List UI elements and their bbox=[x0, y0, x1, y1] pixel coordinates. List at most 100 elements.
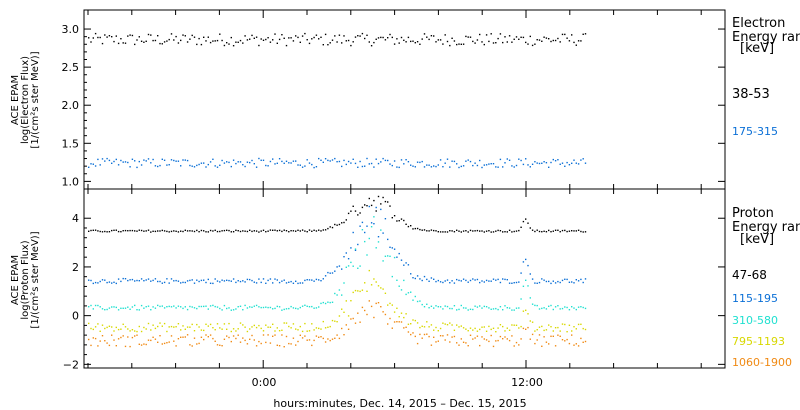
proton-point-1060-1900 bbox=[571, 334, 573, 336]
proton-point-47-68 bbox=[136, 230, 138, 232]
proton-point-795-1193 bbox=[368, 269, 370, 272]
proton-point-115-195 bbox=[147, 278, 150, 280]
proton-point-795-1193 bbox=[186, 326, 189, 328]
proton-point-115-195 bbox=[200, 279, 203, 282]
electron-point-175-315 bbox=[384, 159, 387, 162]
proton-point-115-195 bbox=[568, 281, 571, 283]
proton-point-47-68 bbox=[341, 222, 343, 224]
electron-point-38-53 bbox=[290, 37, 292, 39]
proton-point-795-1193 bbox=[120, 328, 122, 330]
proton-point-47-68 bbox=[414, 227, 416, 230]
electron-point-38-53 bbox=[207, 36, 209, 38]
proton-point-115-195 bbox=[384, 218, 387, 220]
proton-point-47-68 bbox=[499, 230, 502, 232]
proton-ylabel-line3: [1/(cm²s ster MeV)] bbox=[30, 231, 41, 328]
proton-point-795-1193 bbox=[479, 328, 481, 331]
electron-point-38-53 bbox=[414, 42, 416, 44]
electron-point-175-315 bbox=[134, 160, 136, 162]
electron-point-175-315 bbox=[347, 160, 350, 163]
proton-point-1060-1900 bbox=[127, 336, 129, 338]
proton-point-115-195 bbox=[416, 275, 419, 277]
proton-point-795-1193 bbox=[122, 323, 124, 325]
proton-point-1060-1900 bbox=[297, 340, 299, 343]
proton-point-1060-1900 bbox=[166, 342, 168, 344]
proton-point-795-1193 bbox=[435, 326, 437, 329]
proton-point-1060-1900 bbox=[488, 340, 490, 343]
proton-point-115-195 bbox=[313, 280, 315, 282]
proton-point-47-68 bbox=[145, 230, 147, 232]
legend-proton-795-1193: 795-1193 bbox=[732, 335, 785, 348]
proton-point-115-195 bbox=[111, 282, 113, 284]
proton-point-795-1193 bbox=[242, 324, 244, 326]
proton-point-47-68 bbox=[131, 229, 134, 232]
proton-point-310-580 bbox=[428, 307, 430, 309]
electron-point-175-315 bbox=[92, 163, 94, 165]
proton-point-115-195 bbox=[223, 280, 226, 282]
proton-point-310-580 bbox=[306, 305, 308, 307]
proton-point-115-195 bbox=[315, 278, 318, 281]
electron-point-175-315 bbox=[508, 159, 511, 161]
proton-point-310-580 bbox=[308, 306, 311, 308]
proton-point-310-580 bbox=[504, 305, 506, 307]
proton-point-795-1193 bbox=[518, 327, 520, 329]
proton-point-115-195 bbox=[407, 264, 410, 266]
proton-point-1060-1900 bbox=[564, 340, 566, 342]
legend-proton-310-580: 310-580 bbox=[732, 314, 778, 327]
electron-point-175-315 bbox=[154, 165, 157, 167]
proton-point-47-68 bbox=[180, 230, 182, 232]
electron-point-175-315 bbox=[568, 164, 571, 166]
electron-point-38-53 bbox=[529, 35, 531, 38]
electron-point-175-315 bbox=[209, 161, 212, 163]
proton-point-795-1193 bbox=[354, 289, 357, 292]
proton-point-310-580 bbox=[561, 307, 564, 310]
electron-point-175-315 bbox=[462, 165, 465, 167]
proton-point-47-68 bbox=[143, 230, 145, 232]
proton-point-795-1193 bbox=[548, 324, 550, 326]
proton-point-1060-1900 bbox=[306, 339, 308, 341]
proton-point-115-195 bbox=[357, 243, 359, 246]
electron-point-175-315 bbox=[370, 162, 373, 165]
electron-point-175-315 bbox=[435, 165, 437, 168]
electron-point-38-53 bbox=[361, 32, 364, 35]
proton-point-1060-1900 bbox=[253, 339, 255, 341]
proton-point-47-68 bbox=[416, 227, 419, 230]
proton-point-795-1193 bbox=[272, 323, 274, 325]
proton-point-795-1193 bbox=[290, 327, 292, 329]
proton-point-1060-1900 bbox=[189, 344, 191, 346]
proton-point-310-580 bbox=[124, 307, 127, 309]
electron-point-175-315 bbox=[313, 166, 315, 169]
proton-point-115-195 bbox=[88, 279, 90, 281]
electron-point-175-315 bbox=[559, 163, 561, 165]
proton-point-795-1193 bbox=[304, 322, 306, 325]
proton-point-115-195 bbox=[460, 280, 462, 282]
proton-point-115-195 bbox=[352, 231, 354, 234]
proton-point-795-1193 bbox=[318, 327, 320, 330]
proton-point-47-68 bbox=[216, 230, 219, 233]
proton-point-310-580 bbox=[352, 265, 354, 267]
electron-point-175-315 bbox=[403, 163, 405, 165]
proton-point-795-1193 bbox=[124, 326, 127, 328]
proton-point-795-1193 bbox=[184, 328, 186, 330]
electron-point-38-53 bbox=[292, 40, 295, 42]
electron-point-175-315 bbox=[582, 158, 584, 160]
electron-point-175-315 bbox=[203, 162, 205, 164]
proton-point-795-1193 bbox=[322, 320, 324, 323]
electron-point-175-315 bbox=[456, 163, 458, 165]
proton-point-310-580 bbox=[343, 282, 345, 284]
proton-point-47-68 bbox=[104, 230, 106, 233]
proton-point-115-195 bbox=[104, 279, 106, 281]
electron-point-38-53 bbox=[180, 39, 182, 42]
proton-point-310-580 bbox=[361, 229, 364, 231]
proton-point-47-68 bbox=[242, 230, 244, 232]
proton-point-47-68 bbox=[170, 230, 173, 233]
proton-point-795-1193 bbox=[216, 323, 219, 325]
proton-point-1060-1900 bbox=[407, 331, 410, 333]
electron-point-38-53 bbox=[534, 43, 536, 45]
proton-point-1060-1900 bbox=[322, 337, 324, 340]
proton-point-795-1193 bbox=[543, 329, 545, 332]
proton-point-47-68 bbox=[182, 230, 184, 233]
electron-point-38-53 bbox=[299, 41, 301, 43]
proton-point-115-195 bbox=[255, 282, 258, 284]
electron-point-38-53 bbox=[200, 43, 203, 46]
electron-point-175-315 bbox=[469, 160, 472, 163]
